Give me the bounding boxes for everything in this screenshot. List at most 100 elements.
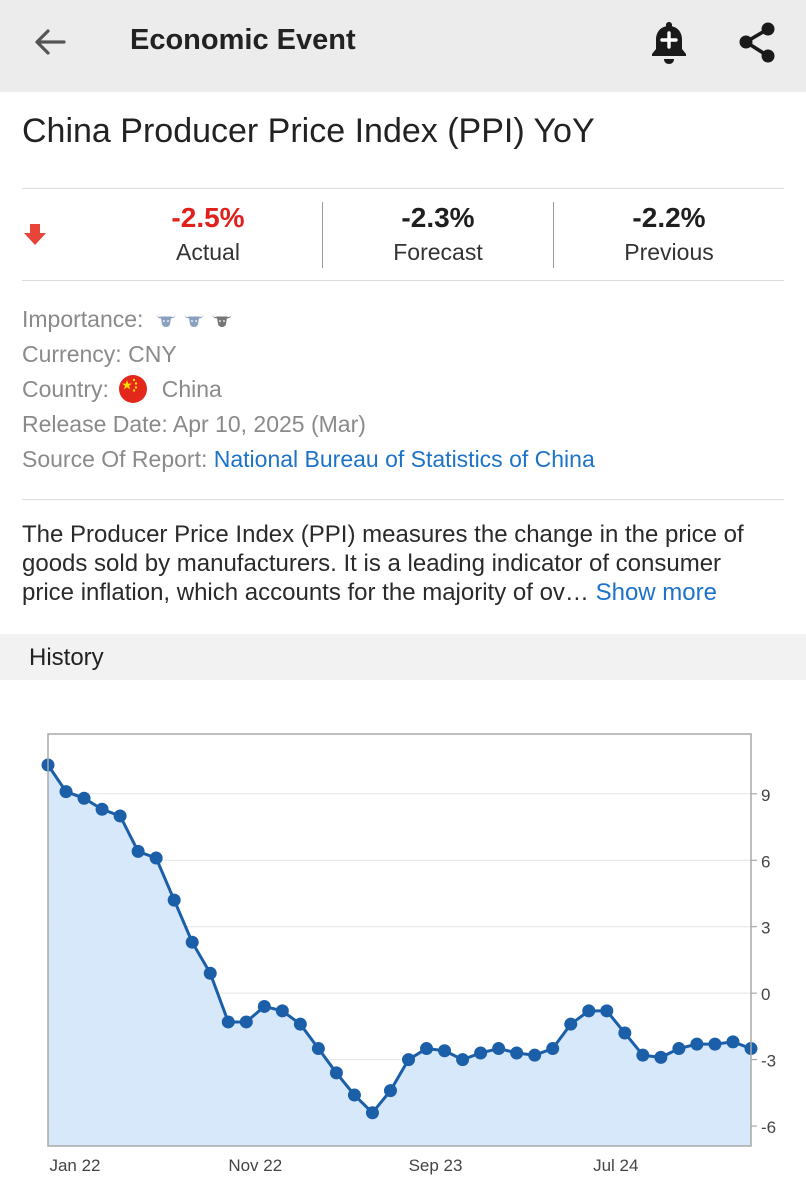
y-tick-label: -3: [761, 1052, 776, 1071]
data-point: [365, 1106, 379, 1120]
add-alert-button[interactable]: [646, 18, 692, 68]
arrow-down-icon: [24, 224, 46, 245]
event-description: The Producer Price Index (PPI) measures …: [22, 520, 792, 607]
data-point: [257, 999, 271, 1013]
data-point: [438, 1044, 452, 1058]
divider: [22, 499, 784, 500]
bull-icon: [183, 313, 204, 327]
data-point: [77, 791, 91, 805]
data-point: [726, 1035, 740, 1049]
data-point: [546, 1042, 560, 1056]
history-section-header: History: [0, 634, 806, 680]
screen-title: Economic Event: [130, 24, 356, 56]
stat-separator: [553, 202, 554, 268]
data-point: [221, 1015, 235, 1029]
data-point: [311, 1042, 325, 1056]
data-point: [347, 1088, 361, 1102]
data-point: [275, 1004, 289, 1018]
previous-value: -2.2%: [632, 202, 706, 233]
data-point: [402, 1053, 416, 1067]
release-date-label: Release Date:: [22, 411, 168, 437]
data-point: [239, 1015, 253, 1029]
data-point: [582, 1004, 596, 1018]
importance-label: Importance:: [22, 306, 144, 332]
previous-label: Previous: [624, 239, 714, 265]
divider: [22, 280, 784, 281]
bull-icon: [211, 313, 232, 327]
data-point: [203, 966, 217, 980]
y-tick-label: 9: [761, 786, 770, 805]
data-point: [636, 1048, 650, 1062]
share-button[interactable]: [734, 20, 780, 66]
x-tick-label: Jan 22: [49, 1156, 100, 1175]
data-point: [420, 1042, 434, 1056]
source-label: Source Of Report:: [22, 446, 208, 472]
data-point: [528, 1048, 542, 1062]
country-label: Country:: [22, 376, 109, 402]
release-date-row: Release Date: Apr 10, 2025 (Mar): [22, 409, 366, 439]
x-tick-label: Jul 24: [593, 1156, 638, 1175]
data-point: [600, 1004, 614, 1018]
back-button[interactable]: [28, 22, 74, 62]
share-icon: [739, 22, 775, 63]
divider: [22, 188, 784, 189]
data-point: [654, 1050, 668, 1064]
top-app-bar: Economic Event: [0, 0, 806, 92]
actual-value: -2.5%: [171, 202, 245, 233]
country-row: Country: China: [22, 374, 222, 404]
data-point: [708, 1037, 722, 1051]
data-point: [167, 893, 181, 907]
currency-value: CNY: [128, 341, 177, 367]
data-point: [185, 935, 199, 949]
arrow-left-icon: [35, 29, 66, 55]
importance-bulls: [150, 306, 234, 332]
x-tick-label: Sep 23: [409, 1156, 463, 1175]
data-point: [510, 1046, 524, 1060]
forecast-value: -2.3%: [401, 202, 475, 233]
forecast-stat: -2.3% Forecast: [358, 200, 518, 270]
currency-row: Currency: CNY: [22, 339, 177, 369]
data-point: [618, 1026, 632, 1040]
history-chart[interactable]: 9 6 3 0 -3 -6 Jan 22 Nov 22 Sep 23 Jul 24: [0, 680, 806, 1191]
actual-label: Actual: [176, 239, 240, 265]
data-point: [95, 802, 109, 816]
currency-label: Currency:: [22, 341, 122, 367]
previous-stat: -2.2% Previous: [589, 200, 749, 270]
description-line: The Producer Price Index (PPI) measures …: [22, 521, 744, 548]
event-title: China Producer Price Index (PPI) YoY: [22, 112, 595, 150]
data-point: [293, 1017, 307, 1031]
history-label: History: [29, 644, 104, 671]
forecast-label: Forecast: [393, 239, 483, 265]
country-value: China: [161, 376, 222, 402]
y-tick-label: 0: [761, 985, 770, 1004]
x-tick-label: Nov 22: [228, 1156, 282, 1175]
plot-frame: [47, 733, 752, 1147]
stat-separator: [322, 202, 323, 268]
data-point: [329, 1066, 343, 1080]
bull-icon: [155, 313, 176, 327]
data-point: [59, 785, 73, 799]
series-line: [46, 764, 752, 1115]
data-point: [456, 1053, 470, 1067]
description-line: goods sold by manufacturers. It is a lea…: [22, 550, 722, 577]
data-point: [113, 809, 127, 823]
china-flag-icon: [119, 375, 148, 403]
source-link[interactable]: National Bureau of Statistics of China: [213, 446, 595, 472]
y-tick-label: -6: [761, 1118, 776, 1137]
description-line: price inflation, which accounts for the …: [22, 578, 792, 607]
data-point: [383, 1084, 397, 1098]
bell-plus-icon: [652, 22, 686, 64]
importance-row: Importance:: [22, 304, 234, 334]
data-point: [564, 1017, 578, 1031]
y-tick-label: 3: [761, 919, 770, 938]
y-tick-label: 6: [761, 852, 770, 871]
release-date-value: Apr 10, 2025 (Mar): [172, 411, 366, 437]
series-area: [48, 765, 751, 1146]
show-more-link[interactable]: Show more: [595, 579, 717, 606]
description-text: price inflation, which accounts for the …: [22, 579, 589, 606]
actual-stat: -2.5% Actual: [128, 200, 288, 270]
data-point: [131, 844, 145, 858]
data-point: [690, 1037, 704, 1051]
data-point: [492, 1042, 506, 1056]
data-point: [474, 1046, 488, 1060]
